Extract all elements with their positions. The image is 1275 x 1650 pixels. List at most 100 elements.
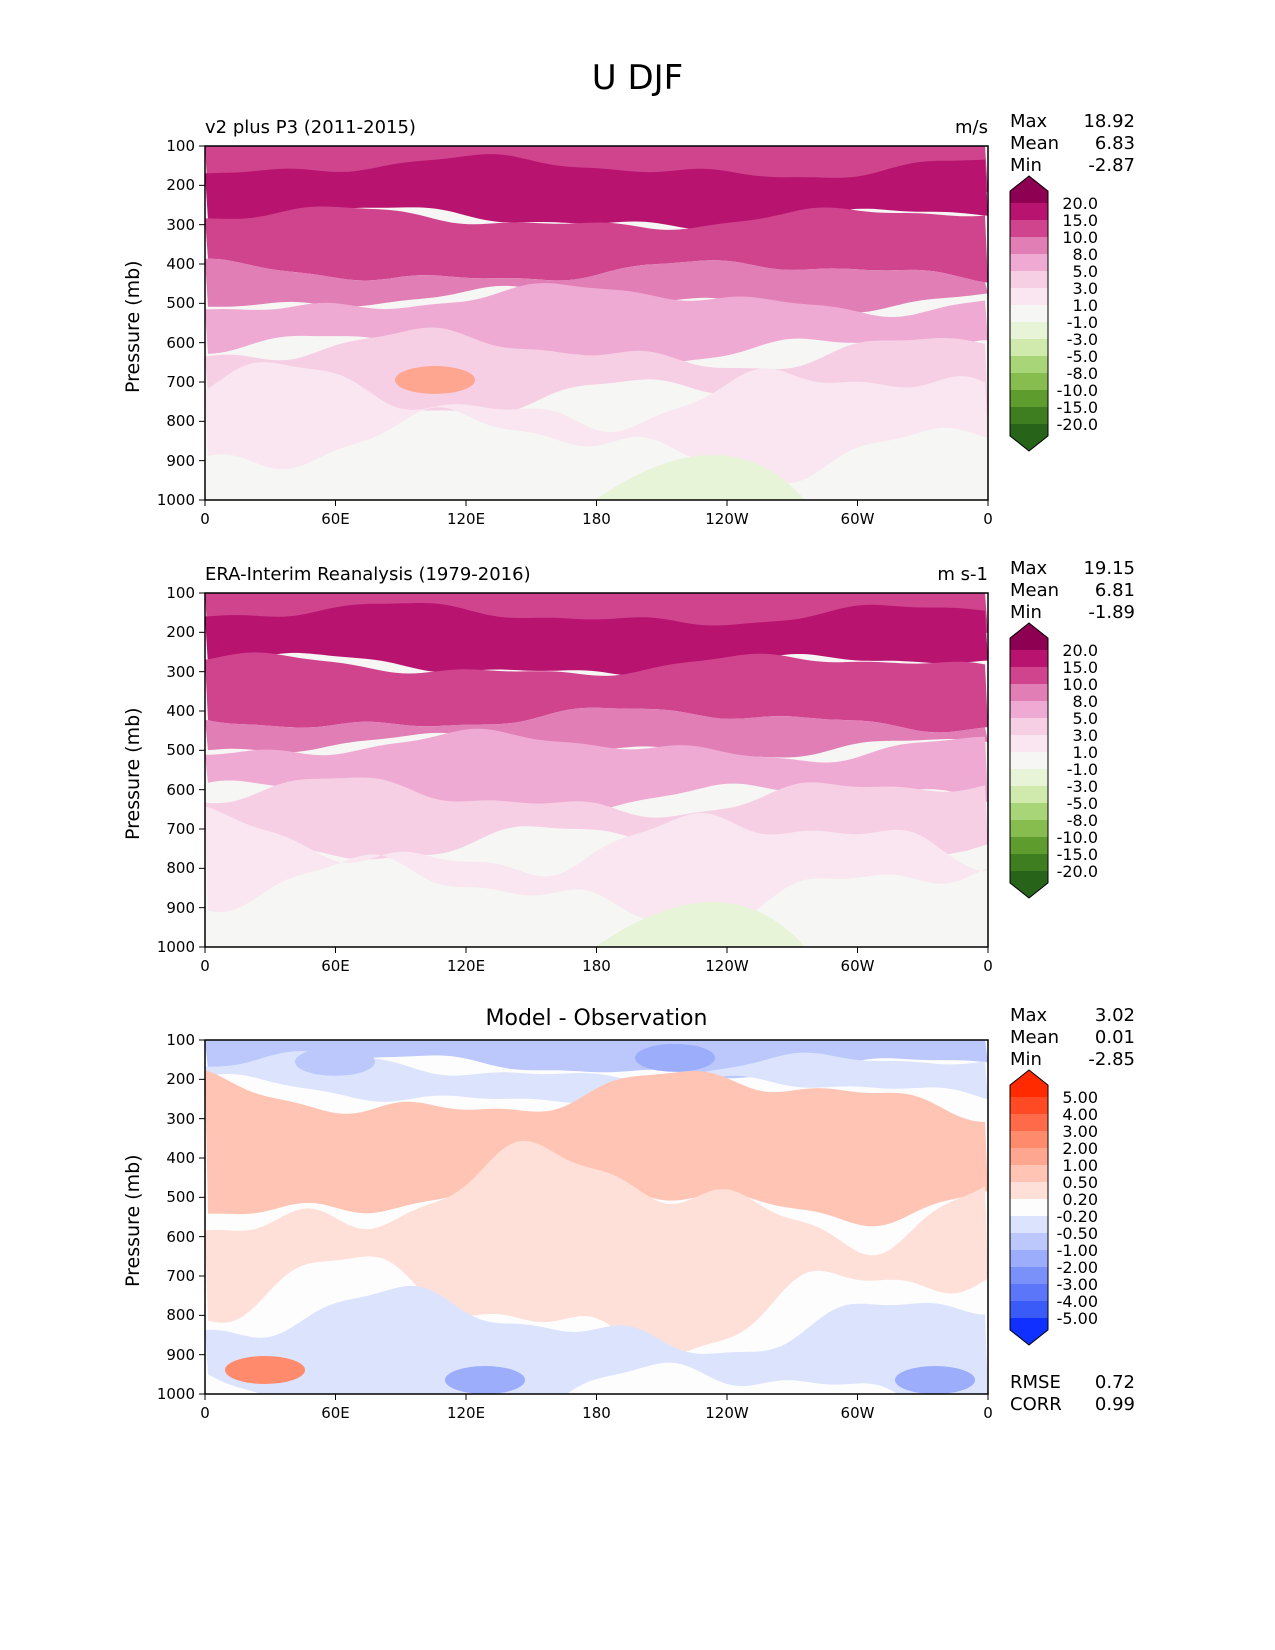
colorbar-tick-label: -10.0 <box>1056 828 1098 847</box>
contour-band <box>205 154 988 230</box>
colorbar-segment <box>1010 1131 1048 1148</box>
contour-band <box>205 283 988 366</box>
y-axis-label: Pressure (mb) <box>122 1154 144 1287</box>
colorbar-tick-label: 5.00 <box>1062 1088 1098 1107</box>
panel-title: v2 plus P3 (2011-2015) <box>205 117 416 138</box>
y-tick-label: 100 <box>166 584 195 602</box>
x-tick-label: 60W <box>840 510 875 528</box>
x-tick-label: 60E <box>321 957 350 975</box>
y-tick-label: 200 <box>166 176 195 195</box>
x-tick-label: 0 <box>200 957 210 975</box>
y-tick-label: 500 <box>166 1188 195 1207</box>
colorbar-segment <box>1010 684 1048 701</box>
y-tick-label: 300 <box>166 215 195 234</box>
colorbar-tick-label: -15.0 <box>1056 845 1098 864</box>
contour-band <box>205 652 988 733</box>
stat-mean: Mean 6.83 <box>1010 133 1135 155</box>
contour-band <box>205 806 988 925</box>
contour-band <box>205 1070 988 1227</box>
colorbar-tick-label: 10.0 <box>1062 228 1098 247</box>
x-tick-label: 60W <box>840 1404 875 1422</box>
contour-band <box>205 1285 988 1394</box>
x-tick-label: 0 <box>200 510 210 528</box>
colorbar-segment <box>1010 305 1048 322</box>
colorbar-segment <box>1010 701 1048 718</box>
stat-name: Min <box>1010 602 1042 623</box>
colorbar-tick-label: 20.0 <box>1062 194 1098 213</box>
x-tick-label: 120E <box>446 510 486 528</box>
contour-band <box>595 902 805 947</box>
contour-blob <box>225 1356 305 1384</box>
y-tick-label: 900 <box>166 898 195 917</box>
colorbar-tick-label: -3.00 <box>1056 1275 1098 1294</box>
colorbar-segment <box>1010 1097 1048 1114</box>
colorbar-segment <box>1010 1250 1048 1267</box>
colorbar-segment <box>1010 339 1048 356</box>
contour-band <box>205 603 988 677</box>
x-tick-label: 180 <box>582 957 611 975</box>
x-tick-label: 120E <box>446 1404 486 1422</box>
colorbar-tick-label: 3.0 <box>1072 726 1098 745</box>
colorbar-segment <box>1010 1148 1048 1165</box>
x-tick-label: 0 <box>983 1404 993 1422</box>
y-tick-label: 600 <box>166 780 195 799</box>
stat-name: RMSE <box>1010 1372 1061 1393</box>
stat-max: Max 18.92 <box>1010 111 1135 133</box>
colorbar-tick-label: -0.20 <box>1056 1207 1098 1226</box>
y-tick-label: 400 <box>166 255 195 273</box>
colorbar-outline <box>1009 622 1049 899</box>
colorbar-tick-label: -3.0 <box>1066 330 1098 349</box>
x-tick-label: 120W <box>705 510 749 528</box>
colorbar-tick-label: -10.0 <box>1056 381 1098 400</box>
figure-title: U DJF <box>591 58 684 98</box>
stat-value: 6.81 <box>1094 580 1135 601</box>
contour-band <box>205 593 988 646</box>
colorbar-tick-label: 1.0 <box>1072 743 1098 762</box>
stat-value: 0.01 <box>1094 1027 1135 1048</box>
x-tick-label: 60E <box>321 1404 350 1422</box>
colorbar-tick-label: -3.0 <box>1066 777 1098 796</box>
colorbar-tick-label: -20.0 <box>1056 862 1098 881</box>
colorbar-segment <box>1010 373 1048 390</box>
stat-mean: Mean 6.81 <box>1010 580 1135 602</box>
colorbar-segment <box>1010 871 1048 898</box>
y-tick-label: 500 <box>166 294 195 313</box>
y-tick-label: 300 <box>166 1109 195 1128</box>
colorbar-tick-label: 1.0 <box>1072 296 1098 315</box>
y-tick-label: 1000 <box>156 1385 195 1403</box>
colorbar-tick-label: 5.0 <box>1072 262 1098 281</box>
colorbar-segment <box>1010 769 1048 786</box>
colorbar-tick-label: -15.0 <box>1056 398 1098 417</box>
colorbar-tick-label: 0.20 <box>1062 1190 1098 1209</box>
contour-band <box>205 362 988 484</box>
x-tick-label: 0 <box>200 1404 210 1422</box>
colorbar-tick-label: 0.50 <box>1062 1173 1098 1192</box>
colorbar-segment <box>1010 220 1048 237</box>
stat-value: -2.85 <box>1088 1049 1135 1070</box>
y-tick-label: 900 <box>166 1345 195 1364</box>
stat-min: Min -2.87 <box>1010 155 1135 177</box>
contour-band <box>205 206 988 283</box>
y-tick-label: 700 <box>166 373 195 391</box>
stats-box: Max 19.15 Mean 6.81 Min -1.89 <box>1010 558 1135 624</box>
colorbar-segment <box>1010 237 1048 254</box>
y-tick-label: 700 <box>166 1267 195 1285</box>
colorbar-segment <box>1010 667 1048 684</box>
contour-blob <box>895 1366 975 1394</box>
colorbar-segment <box>1010 1114 1048 1131</box>
y-axis-label: Pressure (mb) <box>122 707 144 840</box>
plot-frame <box>204 592 989 948</box>
colorbar-segment <box>1010 1233 1048 1250</box>
colorbar-tick-label: 4.00 <box>1062 1105 1098 1124</box>
stats-box: Max 3.02 Mean 0.01 Min -2.85 <box>1010 1005 1135 1071</box>
colorbar-tick-label: -1.00 <box>1056 1241 1098 1260</box>
contour-blob <box>445 1366 525 1394</box>
contour-blob <box>395 366 475 394</box>
colorbar-tick-label: 15.0 <box>1062 658 1098 677</box>
y-tick-label: 400 <box>166 702 195 720</box>
stat-value: -1.89 <box>1088 602 1135 623</box>
y-tick-label: 100 <box>166 1031 195 1049</box>
colorbar-segment <box>1010 203 1048 220</box>
contour-band <box>595 455 805 500</box>
stat-name: Min <box>1010 1049 1042 1070</box>
